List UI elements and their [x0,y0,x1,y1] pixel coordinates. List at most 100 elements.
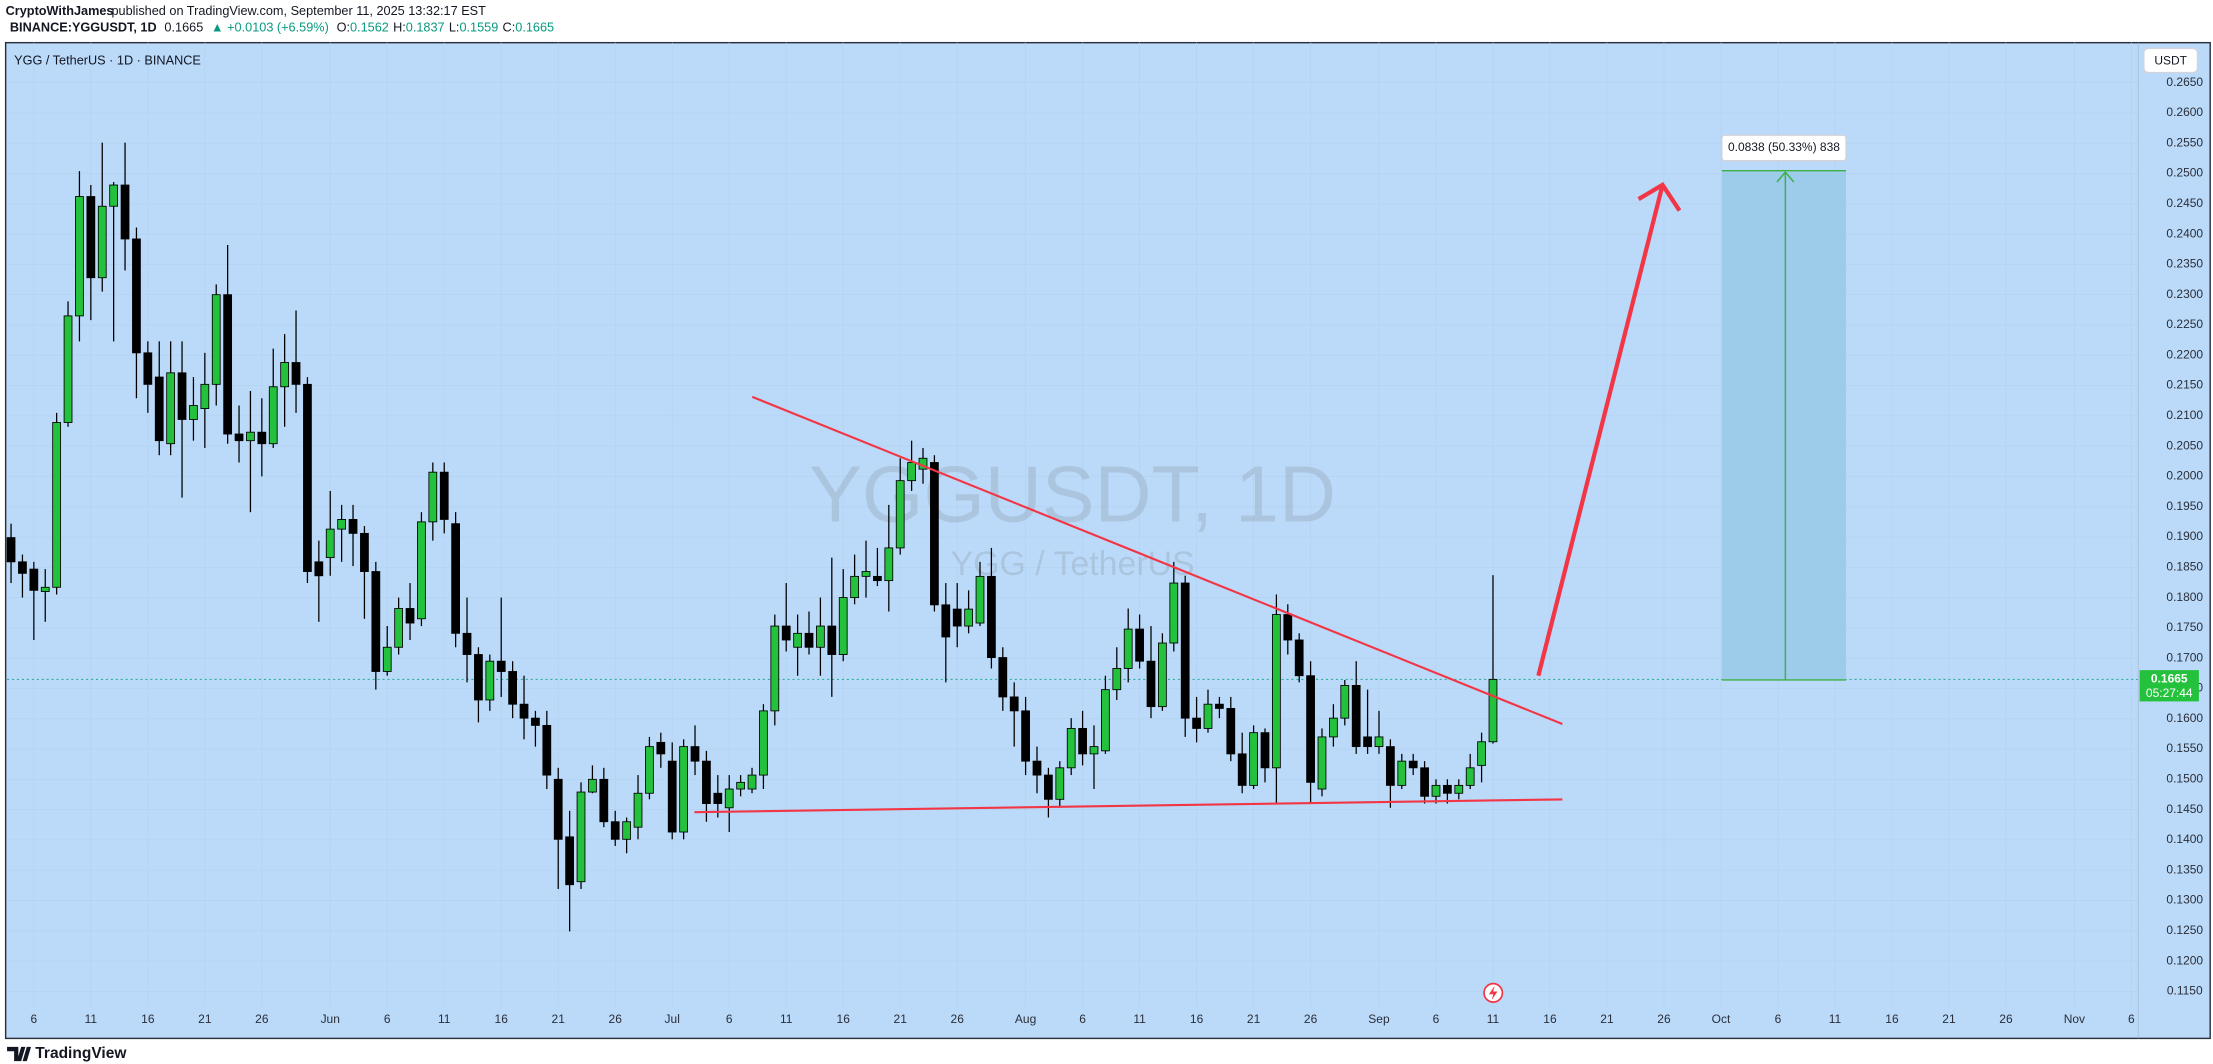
candle-body [747,774,757,790]
x-tick-label: 6 [726,1012,733,1026]
candle-body [998,657,1008,698]
candle-body [291,362,301,385]
candle-body [1443,784,1452,794]
x-tick-label: 21 [1942,1012,1956,1026]
measure-box [1721,134,1847,162]
candle-body [952,608,962,627]
candle-body [850,575,859,599]
y-tick-label: 0.2250 [2166,317,2203,331]
x-tick-label: 26 [1304,1012,1318,1026]
grid [7,42,2139,1008]
candle-body [6,537,16,563]
event-icon-bolt [1488,985,1498,1000]
y-tick-label: 0.1550 [2166,741,2203,755]
candle-body [770,625,780,712]
candle-body [303,383,312,572]
candle-body [1146,660,1156,708]
candles [6,142,1498,932]
currency-button[interactable] [2143,47,2199,74]
y-tick-label: 0.1400 [2166,832,2203,846]
candle-body [1351,684,1361,748]
candle-body [1180,582,1190,719]
candle-body [1226,708,1236,755]
candle-body [508,671,518,705]
last-price: 0.1665 [164,20,203,35]
candle-body [1066,728,1076,769]
candle-body [1078,728,1087,755]
y-tick-label: 0.2300 [2166,287,2203,301]
candle-body [246,431,255,442]
candle-body [519,703,529,719]
candle-body [325,528,335,559]
quote-value: 0.1559 [459,20,498,35]
candle-body [1215,703,1224,709]
candle-body [1340,684,1350,719]
candle-body [1294,639,1304,677]
x-tick-label: 26 [951,1012,965,1026]
candle-body [576,791,586,883]
y-tick-label: 0.2000 [2166,469,2203,483]
y-tick-label: 0.1600 [2166,711,2203,725]
y-tick-label: 0.2450 [2166,196,2203,210]
candle-body [132,238,141,354]
quote-value: 0.1562 [350,20,389,35]
y-tick-label: 0.2550 [2166,135,2203,149]
y-tick-label: 0.1500 [2166,771,2203,785]
candle-body [451,523,461,634]
price-tag-value: 0.1665 [2151,672,2188,686]
y-tick-label: 0.1350 [2166,862,2203,876]
price-tag [2139,670,2199,702]
candle-body [1009,696,1019,712]
quote-label: C: [503,20,516,35]
y-tick-label: 0.1800 [2166,590,2203,604]
candle-body [462,632,472,655]
candle-body [428,471,438,523]
x-tick-label: Jun [321,1012,340,1026]
resistance-line [751,395,1563,726]
candle-body [895,480,905,549]
candle-body [816,625,825,648]
candle-body [1089,746,1099,755]
author: CryptoWithJames [6,3,114,18]
candle-body [690,746,700,762]
target-zone [1721,170,1847,680]
quote-value: 0.1665 [515,20,554,35]
x-tick-label: Nov [2064,1012,2085,1026]
y-tick-label: 0.2150 [2166,378,2203,392]
quote-label: H: [393,20,406,35]
candle-body [166,372,176,445]
forecast-arrow [1536,184,1665,677]
candle-body [975,575,985,624]
x-tick-label: 26 [609,1012,623,1026]
x-tick-label: 21 [198,1012,212,1026]
y-tick-label: 0.2050 [2166,438,2203,452]
candle-body [120,184,130,240]
brand: TradingView [35,1045,127,1062]
candle-body [1055,767,1065,800]
y-tick-label: 0.1850 [2166,559,2203,573]
candle-body [143,352,153,385]
candle-body [1465,767,1475,786]
candle-body [930,462,939,606]
candle-body [360,532,369,572]
candle-body [1306,675,1315,783]
currency[interactable]: USDT [2154,53,2187,67]
y-tick-label: 0.2600 [2166,105,2203,119]
x-tick-label: 11 [85,1012,98,1026]
candle-body [200,383,210,410]
candle-body [109,184,119,207]
axes: 0.1150 0.1200 0.1250 0.1300 0.1350 0.1400 0.14… [31,75,2204,1026]
candle-body [1192,717,1201,729]
candle-body [645,746,654,794]
candle-body [1260,732,1270,769]
countdown: 05:27:44 [2146,686,2193,700]
y-tick-label: 0.1750 [2166,620,2203,634]
x-tick-label: 16 [1885,1012,1899,1026]
candle-body [565,836,574,886]
y-tick-label: 0.2100 [2166,408,2203,422]
y-tick-label: 0.1300 [2166,893,2203,907]
quote-label: L: [449,20,460,35]
quote-value: 0.1837 [406,20,445,35]
candle-body [1454,784,1464,794]
candle-body [86,196,96,279]
